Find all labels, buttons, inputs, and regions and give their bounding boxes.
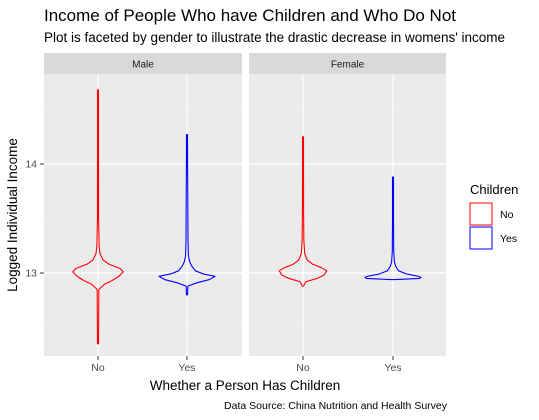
facet-label-female: Female: [331, 60, 365, 71]
y-tick-label: 14: [25, 159, 37, 171]
x-tick-label: Yes: [178, 362, 195, 374]
chart-title: Income of People Who have Children and W…: [44, 6, 456, 25]
violins-female: [278, 136, 422, 287]
legend-key-no: [469, 202, 493, 226]
x-tick-label: Yes: [384, 362, 401, 374]
legend-title: Children: [470, 182, 518, 197]
y-axis-title: Logged Individual Income: [5, 138, 20, 292]
y-tick-label: 13: [25, 268, 37, 280]
facet-strip-male: [44, 53, 242, 74]
facet-female: Female: [249, 53, 446, 356]
violin-male-yes: [158, 134, 216, 296]
gridlines-male: [44, 74, 242, 356]
x-axis: No Yes No Yes: [91, 356, 402, 374]
violins-male: [72, 89, 216, 345]
facet-male: Male: [44, 53, 242, 356]
x-tick-label: No: [91, 362, 105, 374]
chart-subtitle: Plot is faceted by gender to illustrate …: [44, 30, 505, 45]
legend: Children No Yes: [469, 182, 518, 250]
violin-female-yes: [364, 176, 422, 281]
facet-label-male: Male: [132, 60, 154, 71]
legend-key-yes: [469, 226, 493, 250]
chart-caption: Data Source: China Nutrition and Health …: [224, 400, 448, 412]
violin-female-no: [278, 136, 328, 287]
y-axis: 13 14: [25, 159, 44, 280]
violin-male-no: [72, 89, 124, 345]
x-tick-label: No: [296, 362, 310, 374]
legend-label-yes: Yes: [500, 233, 517, 245]
x-axis-title: Whether a Person Has Children: [150, 378, 341, 393]
facet-strip-female: [249, 53, 446, 74]
panel-female: [249, 74, 446, 356]
legend-label-no: No: [500, 209, 514, 221]
panel-male: [44, 74, 242, 356]
